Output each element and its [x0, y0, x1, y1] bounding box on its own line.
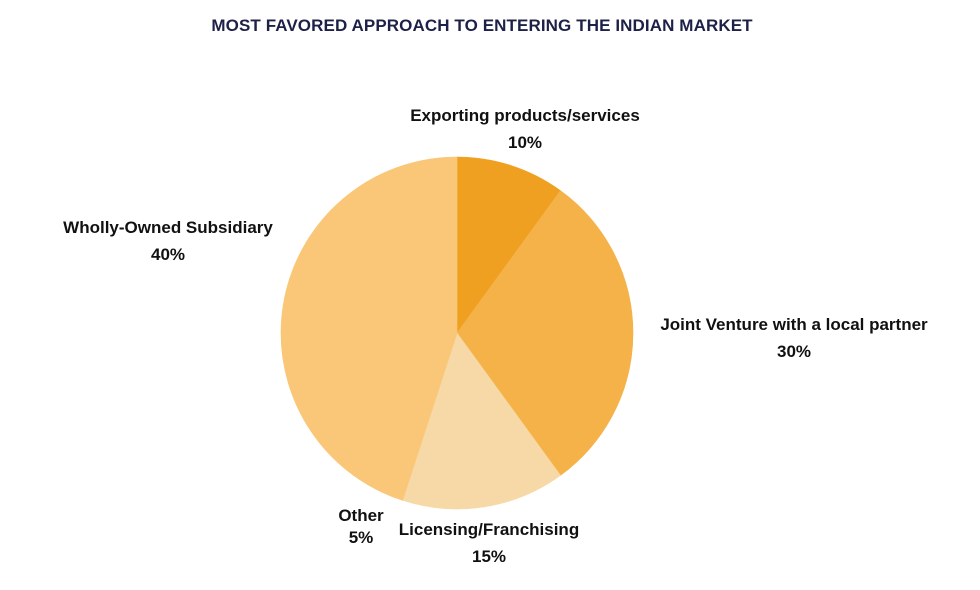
chart-title: MOST FAVORED APPROACH TO ENTERING THE IN… — [211, 16, 753, 35]
slice-value-licensing-franchising: 15% — [472, 547, 506, 566]
slice-label-joint-venture-with-a-local-partner: Joint Venture with a local partner — [660, 315, 928, 334]
slice-value-wholly-owned-subsidiary: 40% — [151, 245, 185, 264]
slice-label-wholly-owned-subsidiary: Wholly-Owned Subsidiary — [63, 218, 273, 237]
pie-slice-exporting-products-services — [456, 156, 561, 334]
slice-label-other: Other — [338, 506, 384, 525]
slice-value-other: 5% — [349, 528, 374, 547]
pie-slice-wholly-owned-subsidiary — [280, 156, 458, 476]
slice-value-joint-venture-with-a-local-partner: 30% — [777, 342, 811, 361]
slice-label-licensing-franchising: Licensing/Franchising — [399, 520, 579, 539]
slice-label-exporting-products-services: Exporting products/services — [410, 106, 640, 125]
pie-slices — [280, 156, 634, 510]
pie-slice-licensing-franchising — [402, 332, 561, 510]
pie-slice-joint-venture-with-a-local-partner — [456, 190, 634, 476]
pie-labels: Exporting products/services 10% Joint Vent… — [63, 106, 928, 566]
slice-value-exporting-products-services: 10% — [508, 133, 542, 152]
